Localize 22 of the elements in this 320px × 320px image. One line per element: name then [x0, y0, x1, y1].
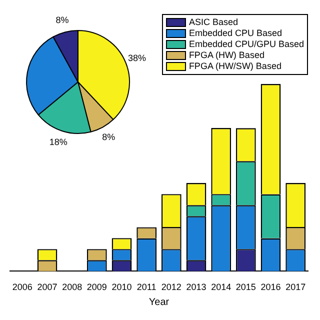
x-tick-label: 2013 [186, 282, 206, 292]
data-label: 18% [49, 136, 68, 147]
x-tick-label: 2011 [136, 282, 156, 292]
x-tick-label: 2015 [236, 282, 256, 292]
legend-label: FPGA (HW) Based [188, 50, 264, 61]
data-label: 38% [128, 53, 146, 64]
legend-label: ASIC Based [188, 17, 238, 28]
x-tick-label: 2010 [112, 282, 132, 292]
x-axis-title: Year [148, 296, 170, 308]
data-label: 8% [56, 14, 69, 25]
x-tick-label: 2017 [286, 282, 306, 292]
x-tick-label: 2007 [37, 282, 58, 292]
x-tick-label: 2016 [260, 282, 281, 292]
x-tick-label: 2014 [211, 282, 232, 292]
data-label: 8% [102, 132, 116, 142]
legend-label: Embedded CPU/GPU Based [188, 39, 304, 50]
legend-label: Embedded CPU Based [188, 28, 282, 39]
legend-label: FPGA (HW/SW) Based [188, 61, 282, 72]
x-tick-label: 2012 [161, 282, 182, 292]
x-tick-label: 2009 [86, 282, 107, 292]
x-tick-label: 2008 [62, 282, 82, 292]
x-tick-label: 2006 [12, 282, 32, 292]
